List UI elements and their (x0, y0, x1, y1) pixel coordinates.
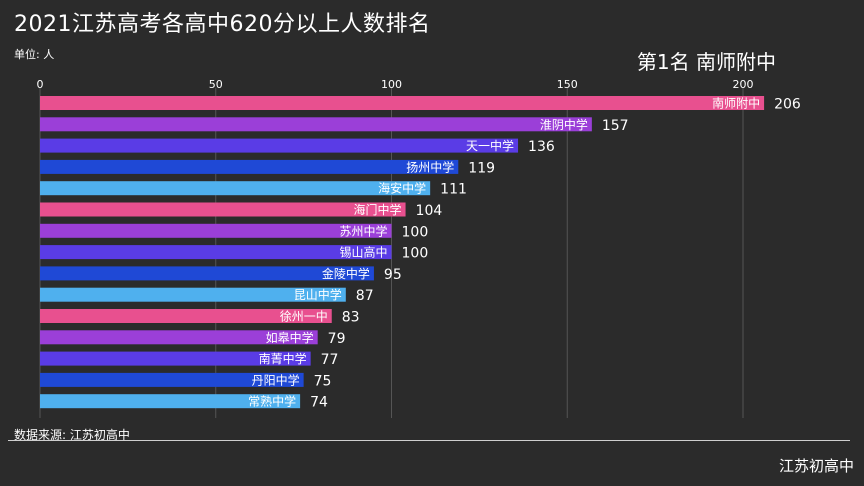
bar (40, 138, 519, 153)
bar-value-label: 119 (468, 160, 495, 176)
bar-category-label: 扬州中学 (406, 159, 454, 174)
x-tick-label: 100 (381, 78, 402, 91)
bar (40, 309, 332, 323)
bar-category-label: 常熟中学 (248, 394, 296, 409)
bar-category-label: 苏州中学 (339, 223, 387, 238)
x-tick-label: 150 (557, 78, 578, 91)
bar (40, 351, 311, 366)
bar-value-label: 206 (774, 97, 801, 113)
bar-category-label: 丹阳中学 (252, 372, 300, 387)
bar (40, 245, 392, 260)
bar-value-label: 83 (342, 310, 360, 326)
bar-category-label: 淮阴中学 (540, 117, 588, 132)
bar-category-label: 徐州一中 (280, 309, 328, 324)
bar (40, 202, 406, 217)
bar-value-label: 87 (356, 288, 374, 304)
bar (40, 394, 301, 409)
x-tick-label: 0 (37, 78, 44, 91)
bar (40, 117, 592, 132)
bar-value-label: 111 (440, 182, 467, 198)
divider (8, 440, 850, 441)
bar-category-label: 海门中学 (354, 202, 402, 217)
watermark: 江苏初高中 (778, 457, 854, 475)
bar-value-label: 104 (416, 203, 443, 219)
bar-value-label: 157 (602, 118, 629, 134)
bar-category-label: 天一中学 (466, 138, 514, 153)
bar (40, 372, 304, 387)
bar-value-label: 75 (314, 373, 332, 389)
chart-title: 2021江苏高考各高中620分以上人数排名 (14, 12, 431, 37)
x-tick-label: 50 (209, 78, 223, 91)
bar (40, 181, 431, 196)
bar-category-label: 如皋中学 (266, 330, 314, 345)
rank-label: 第1名 南师附中 (636, 50, 776, 74)
bar (40, 159, 459, 174)
bar-category-label: 南菁中学 (259, 351, 307, 366)
bar (40, 287, 346, 302)
bar-category-label: 锡山高中 (339, 245, 387, 260)
bar-value-label: 136 (528, 139, 555, 155)
unit-label: 单位: 人 (14, 48, 55, 61)
bar (40, 96, 765, 110)
bar-category-label: 金陵中学 (322, 266, 370, 281)
bar-value-label: 95 (384, 267, 402, 283)
bar-value-label: 79 (328, 331, 346, 347)
bar-category-label: 南师附中 (712, 96, 760, 111)
source-label: 数据来源: 江苏初高中 (14, 428, 130, 442)
bar (40, 266, 374, 281)
bar-value-label: 74 (310, 395, 328, 411)
bar-category-label: 海安中学 (378, 181, 426, 196)
bar-value-label: 77 (321, 352, 339, 368)
bar (40, 223, 392, 238)
bar (40, 330, 318, 345)
x-tick-label: 200 (733, 78, 754, 91)
bar-category-label: 昆山中学 (294, 287, 342, 302)
bar-value-label: 100 (402, 224, 429, 240)
bar-value-label: 100 (402, 246, 429, 262)
